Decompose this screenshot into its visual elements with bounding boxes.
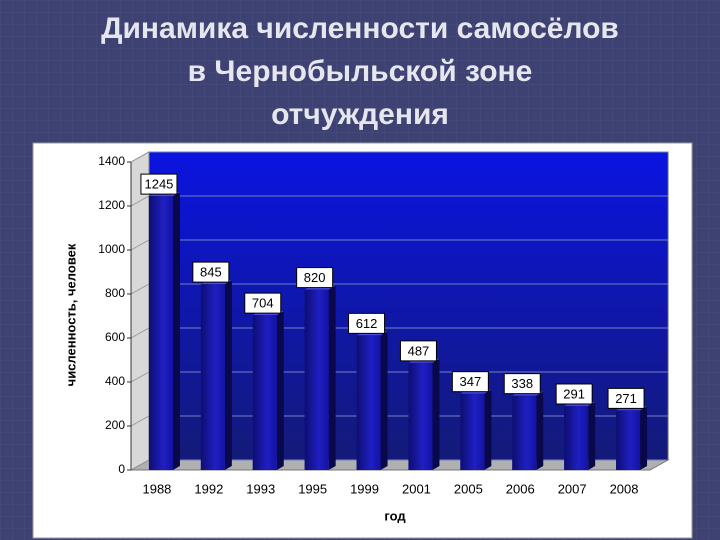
data-label: 820 (304, 270, 326, 285)
bar-shade (512, 395, 537, 470)
bar-side (536, 391, 544, 470)
bar-side (172, 192, 180, 470)
bar-side (328, 285, 336, 470)
side-wall (130, 151, 150, 471)
data-label-box (296, 267, 334, 289)
y-tick-label: 0 (118, 462, 125, 476)
y-tick-label: 1000 (98, 242, 125, 256)
data-label-box (244, 292, 282, 314)
data-label: 271 (615, 391, 637, 406)
y-tick-label: 600 (105, 330, 125, 344)
data-label: 612 (356, 316, 378, 331)
y-tick-label: 200 (105, 418, 125, 432)
slide-title: Динамика численности самосёлов в Чернобыл… (101, 12, 619, 131)
x-axis-label: год (384, 508, 406, 523)
bar-side (484, 389, 492, 470)
grid-line (130, 459, 150, 471)
y-axis-label: численность, человек (63, 243, 78, 386)
x-tick-label: 2007 (558, 481, 587, 496)
bar-side (380, 331, 388, 470)
x-tick-label: 1995 (298, 481, 327, 496)
grid-line (130, 195, 150, 207)
data-label-box (399, 340, 437, 362)
data-label-box (140, 173, 178, 195)
bar-shade (148, 196, 173, 470)
grid-line (130, 239, 150, 251)
x-tick-label: 2005 (454, 481, 483, 496)
grid-line (130, 327, 150, 339)
grid-line (130, 283, 150, 295)
x-tick-label: 2008 (610, 481, 639, 496)
data-label: 1245 (144, 177, 173, 192)
data-label: 338 (511, 376, 533, 391)
data-label-box (503, 373, 541, 395)
bar-shade (252, 315, 277, 470)
y-tick-label: 400 (105, 374, 125, 388)
y-tick-label: 1200 (98, 198, 125, 212)
x-tick-label: 2001 (402, 481, 431, 496)
x-tick-label: 1992 (194, 481, 223, 496)
bar-shade (408, 362, 433, 470)
x-tick-label: 1999 (350, 481, 379, 496)
data-label-box (451, 371, 489, 393)
data-label: 487 (408, 343, 430, 358)
data-label: 704 (252, 296, 274, 311)
data-label: 291 (563, 386, 585, 401)
data-label: 845 (200, 265, 222, 280)
data-label-box (192, 261, 230, 283)
bar-shade (616, 410, 641, 470)
bar-side (640, 406, 648, 470)
grid-line (130, 151, 150, 163)
x-tick-label: 1993 (246, 481, 275, 496)
bar-shade (460, 393, 485, 470)
bar-shade (304, 289, 329, 470)
bar-shade (564, 405, 589, 470)
bar-side (276, 311, 284, 470)
y-tick-label: 1400 (98, 154, 125, 168)
grid-line (130, 415, 150, 427)
x-tick-label: 1988 (142, 481, 171, 496)
data-label-box (348, 312, 386, 334)
data-label-box (607, 387, 645, 409)
bar-side (588, 401, 596, 470)
data-label-box (555, 383, 593, 405)
bar-side (432, 358, 440, 470)
grid-line (130, 371, 150, 383)
y-tick-label: 800 (105, 286, 125, 300)
x-tick-label: 2006 (506, 481, 535, 496)
data-label: 347 (459, 374, 481, 389)
plot-area: 0 200 400 600 800 1000 1200 1400 1988 1245 1992 845… (98, 151, 670, 496)
bar-side (224, 280, 232, 470)
bar-shade (356, 335, 381, 470)
bar-shade (200, 284, 225, 470)
